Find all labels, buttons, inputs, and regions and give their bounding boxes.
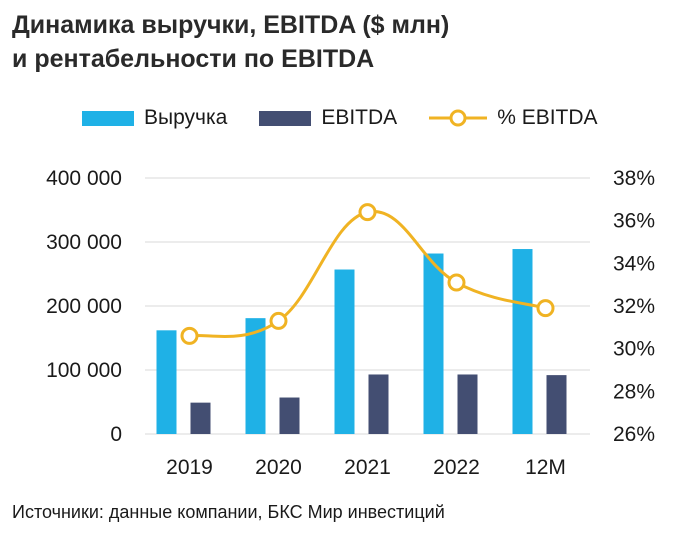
y-right-tick-label: 38% <box>613 167 655 190</box>
x-tick-label: 12M <box>525 456 566 479</box>
y-left-tick-label: 400 000 <box>46 167 122 190</box>
y-right-tick-label: 30% <box>613 338 655 361</box>
chart-title-line-2: и рентабельности по EBITDA <box>12 45 375 73</box>
chart-legend: Выручка EBITDA % EBITDA <box>82 100 630 136</box>
x-tick-label: 2021 <box>344 456 391 479</box>
bar-ebitda <box>190 402 211 434</box>
y-right-tick-label: 32% <box>613 295 655 318</box>
legend-swatch-ebitda <box>259 110 312 126</box>
bar-revenue <box>512 249 533 434</box>
point-margin <box>536 299 555 318</box>
y-left-tick-label: 100 000 <box>46 359 122 382</box>
legend-label-revenue: Выручка <box>144 106 228 129</box>
point-margin <box>358 203 377 222</box>
legend-item-revenue: Выручка <box>82 106 227 130</box>
point-margin <box>447 273 466 292</box>
legend-label-ebitda: EBITDA <box>321 106 398 129</box>
legend-label-margin: % EBITDA <box>497 106 598 129</box>
legend-swatch-revenue <box>82 110 134 126</box>
x-tick-label: 2020 <box>255 456 302 479</box>
x-tick-label: 2019 <box>166 456 213 479</box>
y-left-tick-label: 200 000 <box>46 295 122 318</box>
line-margin <box>189 210 546 339</box>
legend-swatch-margin <box>429 109 488 127</box>
bar-ebitda <box>457 374 478 434</box>
point-margin <box>269 311 288 330</box>
y-left-tick-label: 300 000 <box>46 231 122 254</box>
y-right-tick-label: 26% <box>613 423 655 446</box>
bar-ebitda <box>368 374 389 434</box>
chart-title-line-1: Динамика выручки, EBITDA ($ млн) <box>12 11 450 39</box>
point-margin <box>180 326 199 345</box>
bar-ebitda <box>279 397 300 434</box>
y-right-tick-label: 36% <box>613 210 655 233</box>
bar-revenue <box>423 253 444 434</box>
bar-ebitda <box>546 375 567 434</box>
chart-title: Динамика выручки, EBITDA ($ млн) и рента… <box>12 8 692 76</box>
bar-revenue <box>156 330 177 434</box>
y-right-tick-label: 34% <box>613 252 655 275</box>
bar-revenue <box>245 318 266 434</box>
legend-item-ebitda: EBITDA <box>259 106 397 130</box>
y-left-tick-label: 0 <box>110 423 122 446</box>
source-note: Источники: данные компании, БКС Мир инве… <box>12 502 445 522</box>
legend-item-margin: % EBITDA <box>429 106 598 130</box>
y-right-tick-label: 28% <box>613 380 655 403</box>
x-tick-label: 2022 <box>433 456 480 479</box>
bar-revenue <box>334 269 355 434</box>
